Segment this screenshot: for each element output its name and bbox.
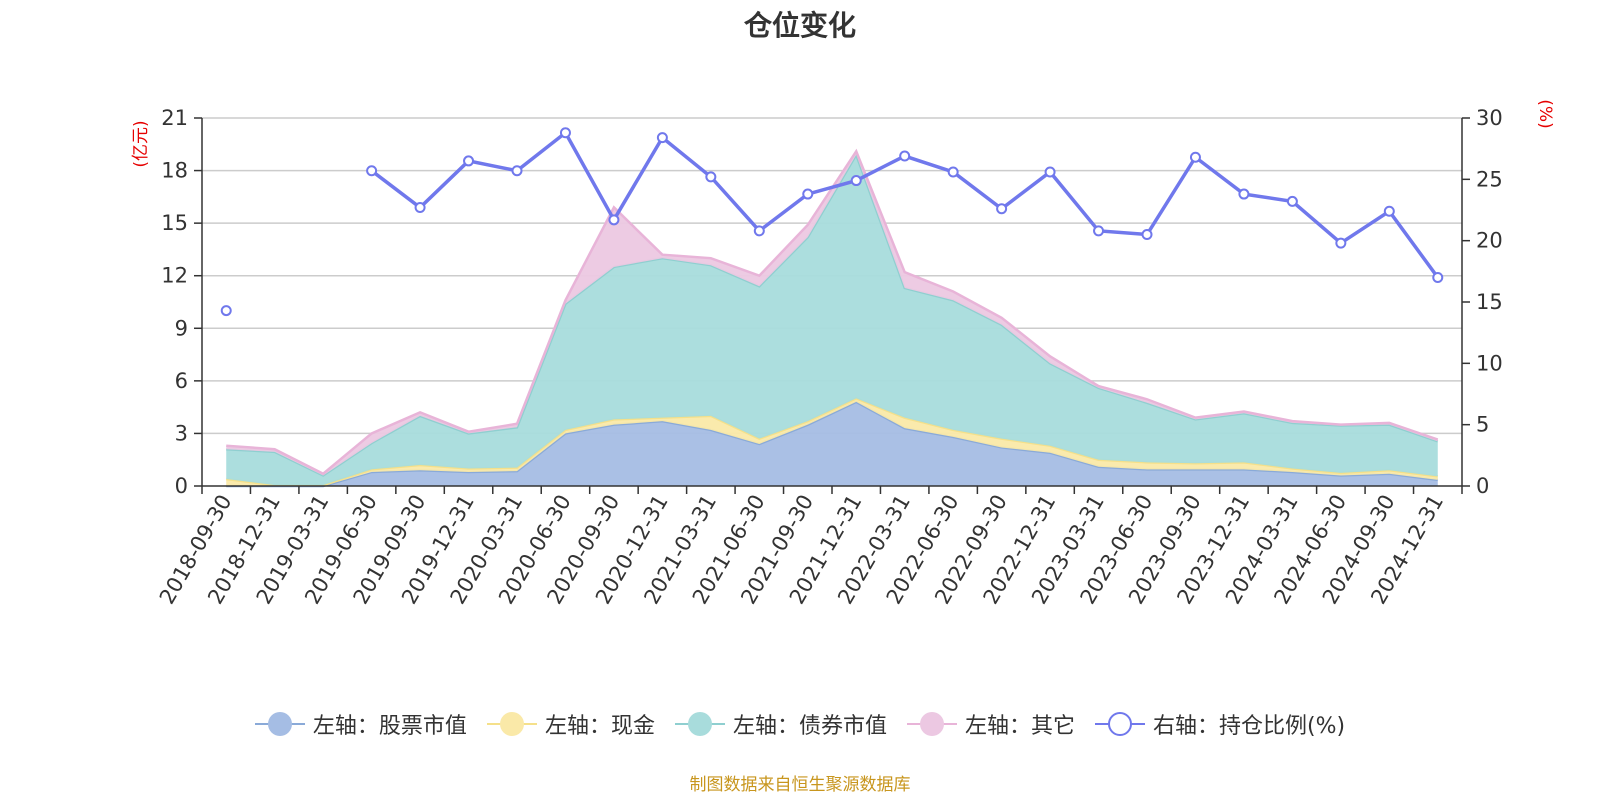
legend-marker-icon xyxy=(906,710,957,738)
chart-title: 仓位变化 xyxy=(743,9,856,42)
ratio-point xyxy=(996,203,1008,215)
ratio-point xyxy=(1141,229,1153,241)
ratio-point xyxy=(1432,271,1444,283)
ratio-point xyxy=(1335,237,1347,249)
ratio-point xyxy=(656,132,668,144)
legend-label: 左轴：股票市值 xyxy=(312,714,467,739)
right-axis-tick-label: 25 xyxy=(1476,167,1503,191)
ratio-point xyxy=(414,202,426,214)
ratio-point xyxy=(1189,151,1201,163)
left-axis-tick-label: 3 xyxy=(175,421,188,445)
ratio-line-layer xyxy=(220,127,1444,317)
legend-label: 右轴：持仓比例(%) xyxy=(1152,714,1346,739)
legend-marker-icon xyxy=(254,710,305,738)
left-axis-tick-label: 15 xyxy=(161,211,188,235)
ratio-point xyxy=(705,171,717,183)
legend-label: 左轴：债券市值 xyxy=(732,714,887,739)
ratio-point xyxy=(947,166,959,178)
ratio-point xyxy=(753,225,765,237)
ratio-point xyxy=(511,165,523,177)
legend-item[interactable]: 左轴：现金 xyxy=(486,708,655,740)
area-2 xyxy=(226,398,1438,486)
legend-label: 左轴：其它 xyxy=(964,714,1075,739)
ratio-point xyxy=(850,175,862,187)
ratio-point xyxy=(1044,166,1056,178)
right-axis-tick-label: 30 xyxy=(1476,106,1503,130)
right-axis-tick-label: 15 xyxy=(1476,290,1503,314)
legend-item[interactable]: 左轴：股票市值 xyxy=(254,708,467,740)
legend-marker-icon xyxy=(674,710,725,738)
stacked-area-layer xyxy=(226,148,1439,488)
legend-item[interactable]: 右轴：持仓比例(%) xyxy=(1094,708,1346,740)
data-source-footer: 制图数据来自恒生聚源数据库 xyxy=(689,775,911,795)
ratio-point xyxy=(1383,205,1395,217)
left-axis-tick-label: 0 xyxy=(175,474,188,498)
legend-item[interactable]: 左轴：债券市值 xyxy=(674,708,887,740)
ratio-point xyxy=(463,155,475,167)
left-axis-tick-label: 21 xyxy=(161,106,188,130)
ratio-point xyxy=(1093,225,1105,237)
ratio-point xyxy=(1286,195,1298,207)
ratio-point xyxy=(802,188,814,200)
right-axis-tick-label: 0 xyxy=(1476,474,1489,498)
ratio-point xyxy=(1238,188,1250,200)
legend-marker-icon xyxy=(1094,710,1145,738)
right-axis-tick-label: 20 xyxy=(1476,229,1503,253)
ratio-point xyxy=(608,214,620,226)
left-axis-tick-label: 12 xyxy=(161,264,188,288)
legend-item[interactable]: 左轴：其它 xyxy=(906,708,1075,740)
right-axis-tick-label: 5 xyxy=(1476,413,1489,437)
right-axis-tick-label: 10 xyxy=(1476,351,1503,375)
ratio-point xyxy=(559,127,571,139)
legend-marker-icon xyxy=(486,710,537,738)
legend-label: 左轴：现金 xyxy=(544,714,655,739)
legend: 左轴：股票市值 左轴：现金 左轴：债券市值 左轴：其它 右轴：持仓比例(%) xyxy=(0,708,1600,740)
left-axis-tick-label: 9 xyxy=(175,316,188,340)
left-axis-tick-label: 18 xyxy=(161,159,188,183)
ratio-point xyxy=(366,165,378,177)
ratio-point xyxy=(899,150,911,162)
ratio-point xyxy=(220,305,232,317)
area-3 xyxy=(226,154,1438,486)
area-1 xyxy=(226,401,1438,486)
left-axis-tick-label: 6 xyxy=(175,369,188,393)
left-axis-unit: (亿元) xyxy=(131,120,151,167)
right-axis-unit: (%) xyxy=(1535,99,1555,128)
